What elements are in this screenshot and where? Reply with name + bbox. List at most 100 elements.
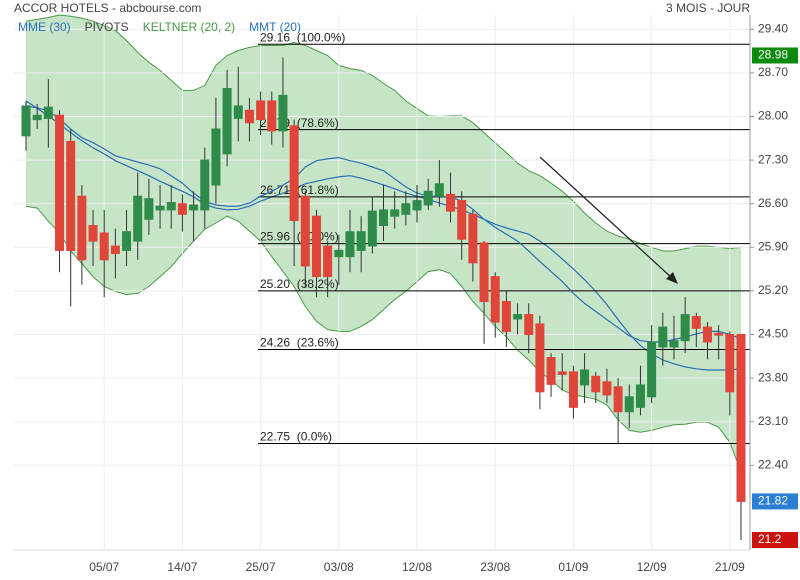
pivot-label: 29.16 (100.0%) <box>260 30 345 44</box>
candle-body <box>233 105 243 119</box>
candle-body <box>55 114 65 251</box>
axis-layer: 22.40 23.10 23.80 24.50 25.20 25.90 26.60 27.30… <box>89 21 798 574</box>
candle-body <box>311 215 321 278</box>
band-lower <box>25 205 742 473</box>
chart-title: ACCOR HOTELS - abcbourse.com <box>14 1 201 15</box>
pivot-label: 26.71 (61.8%) <box>260 183 339 197</box>
candle-body <box>401 203 411 215</box>
x-tick-label: 21/09 <box>715 560 745 574</box>
y-tick-label: 29.40 <box>758 21 788 35</box>
candle-body <box>222 87 232 155</box>
candle-body <box>680 314 690 342</box>
pivot-label: 22.75 (0.0%) <box>260 430 332 444</box>
candle-body <box>423 190 433 206</box>
price-tag-label: 28.98 <box>758 48 788 62</box>
y-tick-label: 23.10 <box>758 414 788 428</box>
candle-body <box>647 341 657 398</box>
indicator-line <box>25 105 742 343</box>
candle-body <box>412 200 422 211</box>
candle-body <box>99 232 109 261</box>
candle-body <box>77 195 87 261</box>
y-tick-label: 27.30 <box>758 152 788 166</box>
x-tick-label: 12/08 <box>402 560 432 574</box>
candle-body <box>21 105 31 137</box>
x-tick-label: 25/07 <box>246 560 276 574</box>
candle-body <box>524 314 534 336</box>
candle-body <box>334 249 344 258</box>
candle-body <box>323 245 333 278</box>
candle-body <box>457 200 467 240</box>
price-tag <box>752 47 798 64</box>
pivot-label: 25.96 (50.0%) <box>260 230 339 244</box>
x-tick-label: 14/07 <box>167 560 197 574</box>
candle-body <box>356 231 366 251</box>
candle-body <box>468 213 478 264</box>
candle-body <box>591 375 601 393</box>
band-upper <box>25 14 742 252</box>
candle-body <box>244 109 254 124</box>
candle-layer <box>21 57 746 541</box>
y-tick-label: 23.80 <box>758 370 788 384</box>
price-tag-label: 21.82 <box>758 494 788 508</box>
candle-body <box>602 381 612 396</box>
candle-body <box>568 371 578 408</box>
candle-body <box>200 159 210 211</box>
candle-body <box>702 326 712 343</box>
candle-body <box>714 332 724 336</box>
candle-body <box>580 369 590 386</box>
candle-body <box>110 245 120 255</box>
chart-subtitle: 3 MOIS - JOUR <box>666 1 750 15</box>
x-tick-label: 23/08 <box>480 560 510 574</box>
candle-body <box>613 386 623 413</box>
candle-body <box>155 205 165 211</box>
price-tag <box>752 532 798 549</box>
legend-entry: PIVOTS <box>85 20 129 34</box>
candle-body <box>490 276 500 323</box>
candle-body <box>122 231 132 251</box>
y-tick-label: 26.60 <box>758 196 788 210</box>
candle-body <box>32 114 42 121</box>
candle-body <box>434 183 444 197</box>
legend-entry: MME (30) <box>18 20 71 34</box>
candle-body <box>211 128 221 186</box>
candle-body <box>501 300 511 332</box>
candle-body <box>390 209 400 217</box>
candle-body <box>43 106 53 119</box>
candle-body <box>300 195 310 267</box>
legend: MME (30) PIVOTS KELTNER (20, 2) MMT (20) <box>18 20 301 34</box>
price-tag <box>752 493 798 510</box>
overlay-layer: 29.16 (100.0%)27.79 (78.6%)26.71 (61.8%)… <box>25 30 750 444</box>
candle-body <box>144 198 154 220</box>
candle-body <box>535 323 545 393</box>
candle-body <box>278 94 288 132</box>
legend-entry: MMT (20) <box>249 20 301 34</box>
candle-body <box>546 357 556 385</box>
candle-body <box>166 201 176 211</box>
candle-body <box>513 314 523 320</box>
candle-body <box>669 340 679 348</box>
y-tick-label: 25.20 <box>758 283 788 297</box>
candle-body <box>725 334 735 393</box>
candle-body <box>177 203 187 215</box>
candle-body <box>289 125 299 222</box>
pivot-label: 24.26 (23.6%) <box>260 336 339 350</box>
candle-body <box>446 193 456 212</box>
candle-body <box>624 396 634 413</box>
candle-body <box>189 204 199 211</box>
price-tag-label: 21.2 <box>758 532 782 546</box>
candle-body <box>736 334 746 502</box>
legend-entry: KELTNER (20, 2) <box>143 20 235 34</box>
candle-body <box>691 315 701 329</box>
candle-body <box>379 209 388 227</box>
candle-body <box>66 140 76 251</box>
y-tick-label: 28.70 <box>758 65 788 79</box>
y-tick-label: 22.40 <box>758 457 788 471</box>
candle-body <box>133 195 143 242</box>
arrow-head <box>666 272 678 284</box>
y-tick-label: 25.90 <box>758 239 788 253</box>
candle-body <box>635 384 645 408</box>
candle-body <box>267 100 277 132</box>
candle-body <box>658 326 668 348</box>
candle-body <box>479 242 489 302</box>
